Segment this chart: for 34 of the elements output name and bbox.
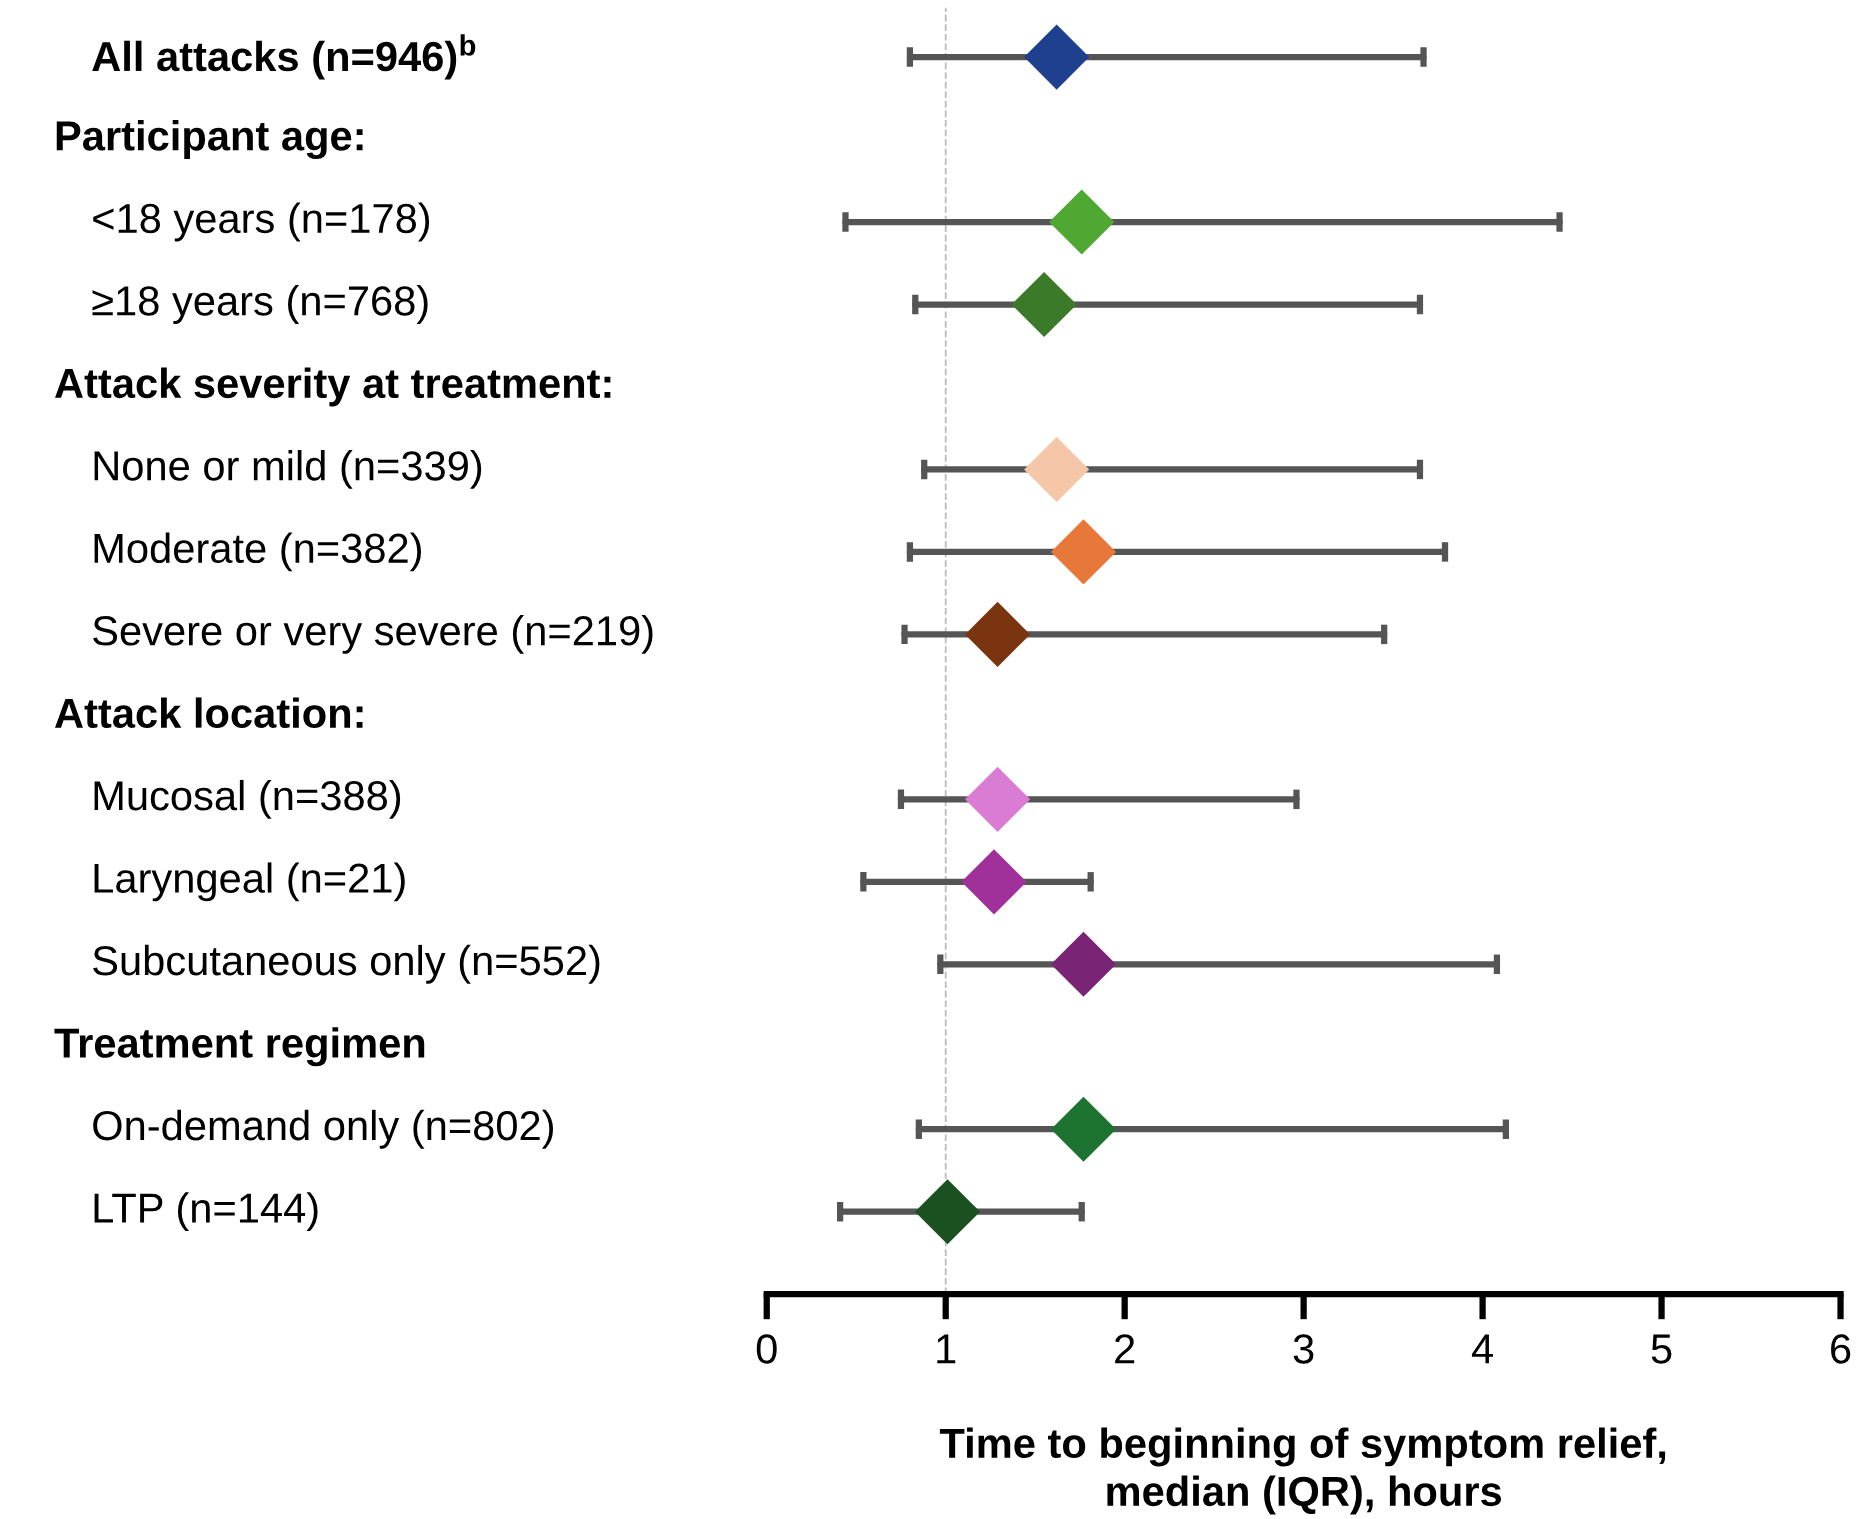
- point: [965, 601, 1031, 667]
- y-tick-label: Subcutaneous only (n=552): [93, 944, 600, 984]
- y-tick-label: Mucosal (n=388): [94, 779, 401, 819]
- point: [965, 766, 1031, 832]
- x-tick-label: 3: [1293, 1334, 1314, 1364]
- x-tick-label: 4: [1471, 1334, 1493, 1364]
- point: [1050, 519, 1117, 585]
- point: [961, 849, 1027, 915]
- y-tick-label: Severe or very severe (n=219): [93, 614, 653, 654]
- text: Participant age:: [56, 120, 363, 160]
- text: Treatment regimen: [54, 1027, 425, 1067]
- y-tick-label: On-demand only (n=802): [93, 1109, 553, 1149]
- point: [1049, 189, 1115, 255]
- point: [1024, 436, 1090, 503]
- x-tick-label: 6: [1831, 1334, 1851, 1364]
- point: [1011, 271, 1077, 338]
- y-tick-label: None or mild (n=339): [94, 450, 482, 489]
- y-tick-label: <18 years (n=178): [93, 202, 430, 242]
- point: [1050, 1096, 1117, 1162]
- text: Attack severity at treatment:: [55, 367, 611, 407]
- x-tick-label: 1: [937, 1334, 956, 1364]
- y-tick-label: Moderate (n=382): [94, 532, 421, 572]
- y-tick-label: ≥18 years (n=768): [92, 285, 428, 324]
- point: [1050, 931, 1117, 997]
- y-tick-label: Laryngeal (n=21): [94, 862, 405, 902]
- y-tick-label: LTP (n=144): [94, 1192, 318, 1232]
- x-tick-label: 2: [1115, 1334, 1135, 1364]
- text: Attack location:: [55, 697, 363, 729]
- y-tick-label: All attacks (n=946)$^{b}$: [92, 34, 476, 80]
- point: [914, 1179, 981, 1245]
- x-tick-label: 5: [1651, 1334, 1672, 1364]
- x-axis-title: Time to beginning of symptom relief, median (IQR), hours: [939, 1427, 1666, 1515]
- x-tick-label: 0: [756, 1334, 777, 1364]
- point: [1024, 24, 1090, 90]
